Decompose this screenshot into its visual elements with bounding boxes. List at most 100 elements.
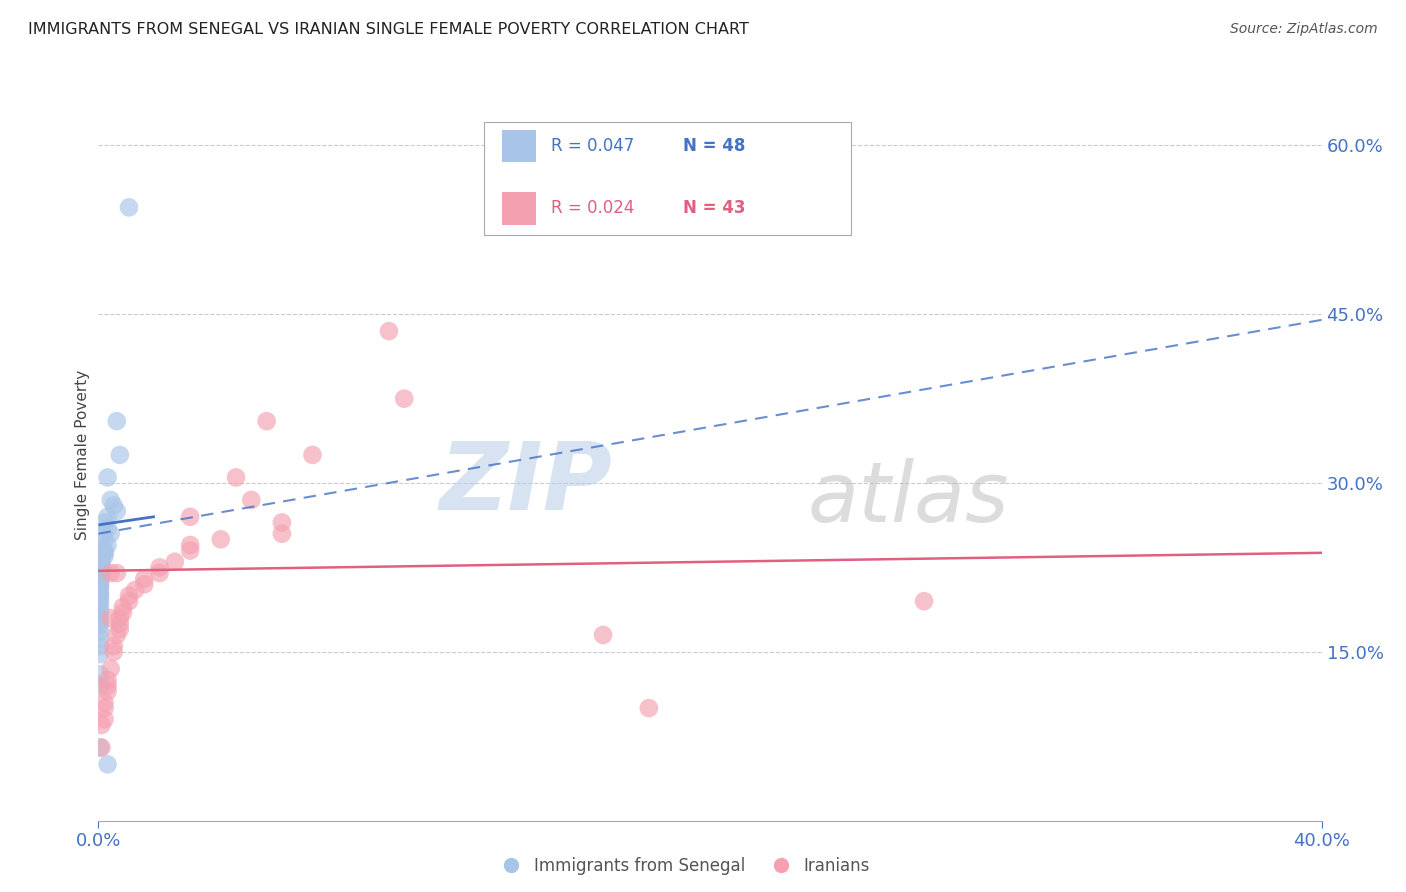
Text: atlas: atlas [808, 458, 1010, 540]
FancyBboxPatch shape [502, 192, 536, 225]
Point [118, 589, 141, 603]
Point [90, 571, 112, 585]
Point [179, 543, 201, 558]
Point [163, 555, 186, 569]
Point [105, 414, 128, 428]
Point [108, 616, 131, 631]
Point [108, 623, 131, 637]
Text: R = 0.024: R = 0.024 [551, 199, 634, 217]
Point [89, 582, 111, 597]
Point [97, 470, 120, 484]
Point [392, 392, 416, 406]
Point [93, 712, 115, 726]
Point [91, 526, 114, 541]
Point [912, 594, 935, 608]
Point [105, 628, 128, 642]
FancyBboxPatch shape [484, 122, 851, 235]
Point [108, 448, 131, 462]
Point [134, 572, 156, 586]
Point [89, 595, 111, 609]
Point [89, 589, 111, 603]
Point [209, 533, 232, 547]
Point [105, 566, 128, 580]
Point [179, 538, 201, 552]
Point [97, 538, 120, 552]
Point [90, 740, 112, 755]
Point [100, 526, 122, 541]
Point [118, 200, 141, 214]
Point [90, 566, 112, 580]
Point [89, 575, 111, 590]
Point [103, 499, 125, 513]
Point [225, 470, 247, 484]
Point [89, 617, 111, 632]
Point [124, 582, 146, 597]
Point [90, 561, 112, 575]
Point [91, 543, 114, 558]
Point [97, 509, 120, 524]
Y-axis label: Single Female Poverty: Single Female Poverty [75, 370, 90, 540]
Point [89, 591, 111, 606]
Point [90, 552, 112, 566]
Point [592, 628, 614, 642]
Point [637, 701, 661, 715]
Point [301, 448, 323, 462]
Point [97, 684, 120, 698]
Point [89, 624, 111, 639]
Point [100, 611, 122, 625]
Point [97, 757, 120, 772]
Point [97, 673, 120, 687]
Point [179, 509, 201, 524]
Point [93, 701, 115, 715]
Point [89, 599, 111, 614]
Point [240, 492, 263, 507]
FancyBboxPatch shape [502, 129, 536, 162]
Point [97, 521, 120, 535]
Point [90, 559, 112, 574]
Text: ZIP: ZIP [439, 438, 612, 530]
Point [90, 564, 112, 578]
Point [93, 546, 115, 560]
Text: N = 48: N = 48 [683, 137, 745, 155]
Point [103, 639, 125, 653]
Text: N = 43: N = 43 [683, 199, 745, 217]
Point [89, 577, 111, 591]
Point [118, 594, 141, 608]
Point [93, 543, 115, 558]
Text: Source: ZipAtlas.com: Source: ZipAtlas.com [1230, 22, 1378, 37]
Point [89, 604, 111, 618]
Point [89, 573, 111, 587]
Point [89, 586, 111, 600]
Point [97, 679, 120, 693]
Point [89, 632, 111, 646]
Point [270, 526, 292, 541]
Point [378, 324, 401, 338]
Point [89, 613, 111, 627]
Point [100, 492, 122, 507]
Point [89, 608, 111, 623]
Point [90, 718, 112, 732]
Text: IMMIGRANTS FROM SENEGAL VS IRANIAN SINGLE FEMALE POVERTY CORRELATION CHART: IMMIGRANTS FROM SENEGAL VS IRANIAN SINGL… [28, 22, 749, 37]
Point [89, 647, 111, 661]
Text: R = 0.047: R = 0.047 [551, 137, 634, 155]
Point [93, 549, 115, 564]
Point [111, 606, 134, 620]
Point [108, 611, 131, 625]
Point [103, 645, 125, 659]
Point [105, 504, 128, 518]
Point [93, 696, 115, 710]
Point [93, 533, 115, 547]
Point [89, 667, 111, 681]
Point [89, 679, 111, 693]
Point [149, 566, 172, 580]
Point [149, 560, 172, 574]
Legend: Immigrants from Senegal, Iranians: Immigrants from Senegal, Iranians [495, 850, 877, 882]
Point [89, 580, 111, 594]
Point [134, 577, 156, 591]
Point [256, 414, 278, 428]
Point [100, 566, 122, 580]
Point [89, 740, 111, 755]
Point [90, 557, 112, 571]
Point [93, 516, 115, 530]
Point [90, 568, 112, 582]
